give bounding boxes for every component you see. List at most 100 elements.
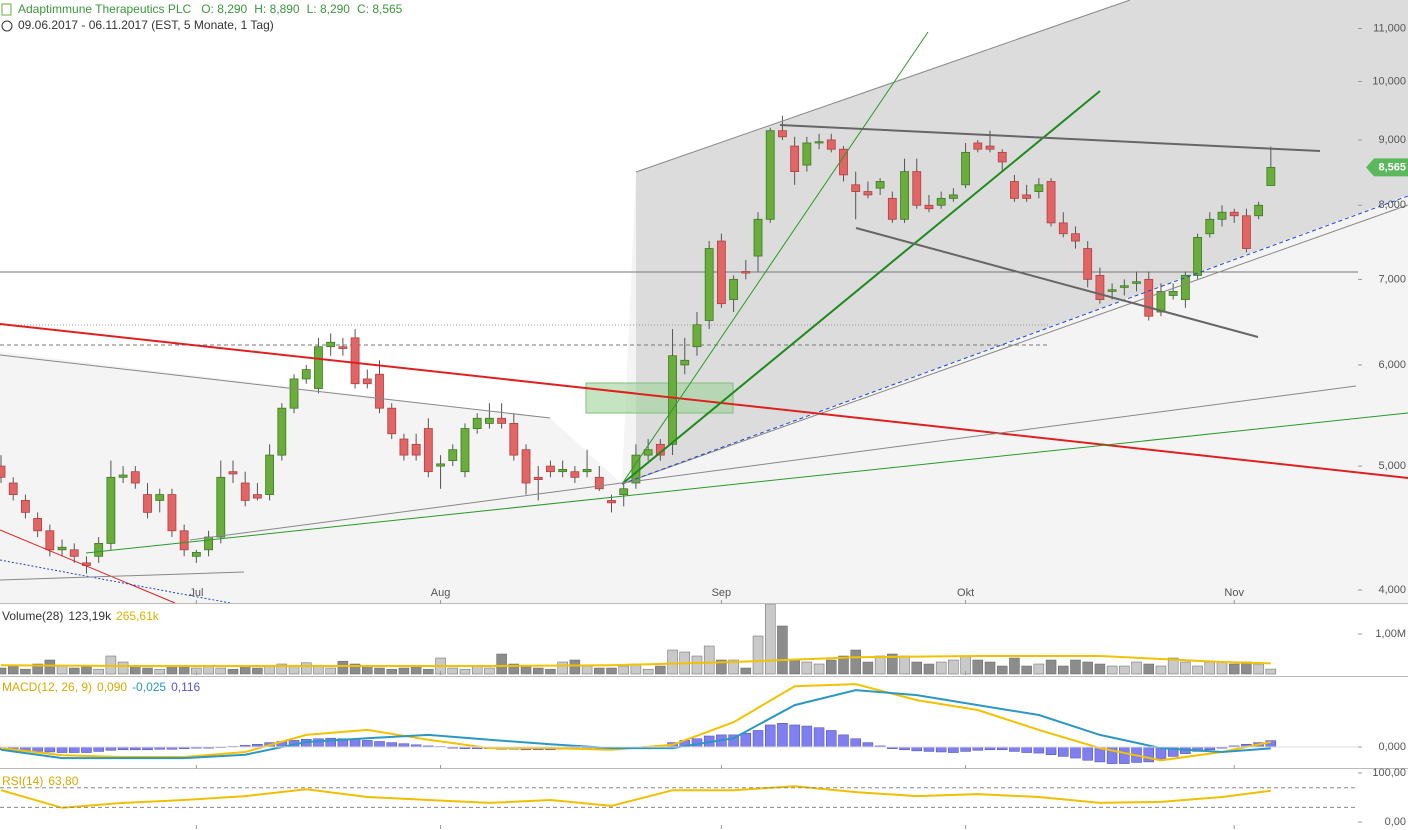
volume-bar	[532, 667, 544, 675]
candle-body	[790, 145, 800, 173]
y-tick-label: 100,00	[1372, 767, 1406, 779]
volume-bar	[166, 665, 178, 675]
candle-body	[33, 518, 43, 532]
candle-body	[1266, 166, 1276, 186]
volume-bar	[691, 655, 703, 675]
candle-body	[240, 482, 250, 501]
volume-bar	[362, 665, 373, 675]
volume-bar	[1216, 661, 1228, 675]
shaded-channel	[622, 0, 1408, 484]
volume-bar	[215, 667, 227, 675]
candle-body	[314, 346, 323, 389]
y-tick-label: 9,000	[1378, 134, 1406, 146]
chart-icon	[1, 3, 12, 16]
volume-bar	[1180, 661, 1191, 675]
volume-legend: Volume(28) 123,19k 265,61k	[2, 609, 160, 623]
volume-bar	[386, 668, 397, 675]
candle-body	[94, 542, 104, 557]
readout: H: 8,890	[254, 2, 300, 16]
volume-bar	[642, 668, 654, 675]
legend-label: Volume(28)	[2, 609, 63, 623]
x-tick-label: Sep	[712, 587, 732, 599]
y-tick-label: 4,000	[1378, 584, 1406, 596]
candle-body	[1193, 236, 1202, 276]
candle-body	[1180, 275, 1190, 300]
candle-body	[155, 494, 165, 501]
macd-histogram-bar	[935, 746, 947, 753]
volume-bar	[1082, 661, 1093, 675]
volume-bar	[325, 667, 336, 675]
candle-body	[509, 422, 519, 456]
candle-body	[973, 142, 983, 150]
red-trendline	[0, 323, 1408, 479]
candle-body	[130, 471, 140, 484]
readout: L: 8,290	[307, 2, 351, 16]
volume-bar	[874, 655, 886, 675]
volume-bar	[154, 668, 165, 675]
candle-body	[1058, 222, 1068, 235]
volume-bar	[410, 666, 422, 675]
volume-bar	[972, 659, 984, 675]
candle-body	[216, 476, 226, 538]
volume-bar	[1021, 665, 1032, 675]
macd-legend: MACD(12, 26, 9) 0,090 -0,025 0,116	[2, 680, 201, 694]
candle-body	[1229, 211, 1239, 217]
volume-bar	[1167, 657, 1179, 675]
last-price-label: 8,565	[1378, 161, 1406, 173]
volume-bar	[1131, 661, 1142, 675]
panel-legends: Volume(28) 123,19k 265,61k MACD(12, 26, 9)…	[2, 609, 201, 788]
candle-body	[1254, 204, 1264, 217]
volume-bar	[789, 659, 800, 675]
volume-bar	[1106, 665, 1118, 675]
readout: C: 8,565	[357, 2, 403, 16]
candle-body	[143, 494, 152, 513]
macd-histogram-bar	[960, 746, 971, 752]
candle-body	[533, 476, 543, 480]
candle-body	[1119, 285, 1129, 288]
volume-bar	[423, 668, 434, 675]
red-line-left	[0, 529, 176, 604]
candle-body	[997, 151, 1007, 163]
legend-value: 265,61k	[116, 609, 160, 623]
macd-histogram-bar	[911, 746, 922, 752]
candle-body	[985, 145, 995, 150]
macd-histogram-bar	[56, 746, 68, 753]
volume-bar	[899, 655, 910, 675]
candle-body	[558, 469, 568, 473]
candle-body	[668, 355, 677, 445]
volume-bar	[227, 668, 239, 675]
candle-body	[277, 407, 287, 456]
macd-histogram-bar	[923, 746, 935, 752]
candle-body	[814, 141, 824, 144]
candle-body	[753, 218, 763, 257]
candle-body	[1132, 281, 1141, 284]
volume-bar	[569, 659, 581, 675]
y-tick-label: 7,000	[1378, 273, 1406, 285]
volume-bar	[81, 666, 92, 675]
macd-histogram-bar	[362, 740, 373, 748]
rsi-legend: RSI(14) 63,80	[2, 774, 79, 788]
macd-histogram-bar	[374, 741, 385, 748]
volume-bar	[838, 655, 849, 675]
volume-bar	[239, 665, 251, 675]
blue-dotted-left	[0, 559, 231, 604]
candle-body	[497, 417, 507, 424]
volume-bar	[850, 649, 861, 675]
volume-bar	[862, 661, 874, 675]
candle-body	[692, 324, 702, 348]
legend-value: -0,025	[132, 680, 166, 694]
volume-bar	[484, 667, 495, 675]
volume-bar	[93, 668, 104, 675]
volume-bar	[508, 663, 520, 675]
macd-histogram-bar	[752, 730, 764, 748]
candle-body	[521, 449, 531, 484]
candle-body	[411, 443, 421, 456]
macd-histogram-bar	[948, 746, 959, 753]
candle-body	[961, 151, 970, 186]
candle-body	[0, 465, 6, 478]
candle-body	[1144, 278, 1154, 317]
volume-bar	[801, 661, 813, 675]
macd-histogram-bar	[862, 742, 874, 748]
